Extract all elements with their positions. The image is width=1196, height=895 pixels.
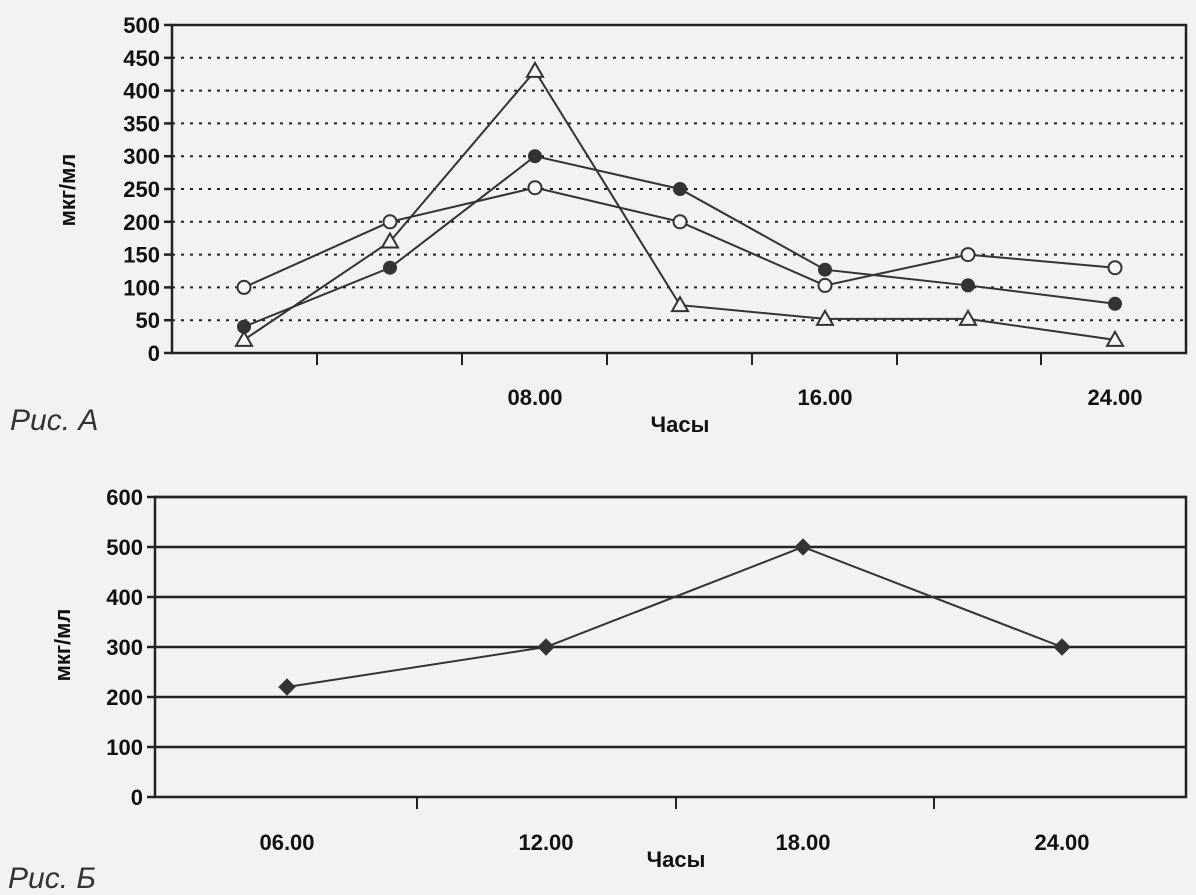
data-point (380, 231, 400, 249)
data-point (278, 678, 296, 696)
data-point (815, 308, 835, 326)
y-tick-label: 450 (123, 46, 160, 71)
data-point (528, 149, 542, 164)
x-tick-label: 16.00 (797, 385, 852, 410)
data-point (1105, 329, 1125, 347)
x-axis-title: Часы (651, 412, 710, 437)
y-tick-label: 200 (106, 685, 143, 710)
data-point (1107, 260, 1123, 276)
y-axis-title: мкг/мл (50, 609, 75, 682)
x-tick-label: 18.00 (775, 830, 830, 855)
plot-frame (170, 23, 1188, 355)
x-tick-label: 06.00 (259, 830, 314, 855)
data-point (961, 278, 975, 293)
data-point (236, 279, 252, 295)
y-tick-label: 400 (106, 585, 143, 610)
data-point (1053, 638, 1071, 656)
data-point (527, 180, 543, 196)
y-tick-label: 100 (106, 735, 143, 760)
chart-a: 0 50 100 150 200 250 300 350 400 450 500 08.00 16.00… (10, 13, 1188, 437)
figure-label: Рис. А (10, 404, 98, 437)
y-tick-label: 0 (131, 785, 143, 810)
data-point (818, 262, 832, 277)
x-tick-label: 12.00 (518, 830, 573, 855)
y-tick-label: 100 (123, 275, 160, 300)
y-tick-label: 0 (148, 341, 160, 366)
y-tick-label: 400 (123, 79, 160, 104)
data-point (960, 247, 976, 263)
y-tick-label: 600 (106, 485, 143, 510)
y-tick-label: 50 (136, 308, 160, 333)
data-point (670, 295, 690, 313)
chart-b: 0 100 200 300 400 500 600 06.00 12.00 18.00 24.00 Ч… (8, 485, 1188, 895)
series-line-1 (286, 545, 1063, 688)
data-point (383, 260, 397, 275)
y-axis-title: мкг/мл (55, 154, 80, 227)
data-point (817, 277, 833, 293)
data-point (672, 214, 688, 230)
series-line-1 (243, 186, 1116, 289)
data-point (1108, 296, 1122, 311)
y-tick-label: 200 (123, 210, 160, 235)
x-tick-label: 24.00 (1034, 830, 1089, 855)
data-point (525, 60, 545, 78)
y-tick-label: 350 (123, 111, 160, 136)
x-tick-label: 08.00 (507, 385, 562, 410)
data-point (673, 182, 687, 196)
y-tick-label: 250 (123, 177, 160, 202)
data-point (537, 638, 555, 656)
y-tick-label: 300 (123, 144, 160, 169)
data-point (958, 308, 978, 326)
figure-label: Рис. Б (8, 862, 96, 895)
x-axis-title: Часы (647, 847, 706, 872)
y-tick-label: 500 (123, 13, 160, 38)
y-tick-label: 500 (106, 535, 143, 560)
data-point (794, 538, 812, 556)
plot-frame (153, 495, 1188, 799)
y-tick-label: 300 (106, 635, 143, 660)
data-point (234, 329, 254, 347)
data-point (382, 214, 398, 230)
x-tick-label: 24.00 (1087, 385, 1142, 410)
y-tick-label: 150 (123, 243, 160, 268)
